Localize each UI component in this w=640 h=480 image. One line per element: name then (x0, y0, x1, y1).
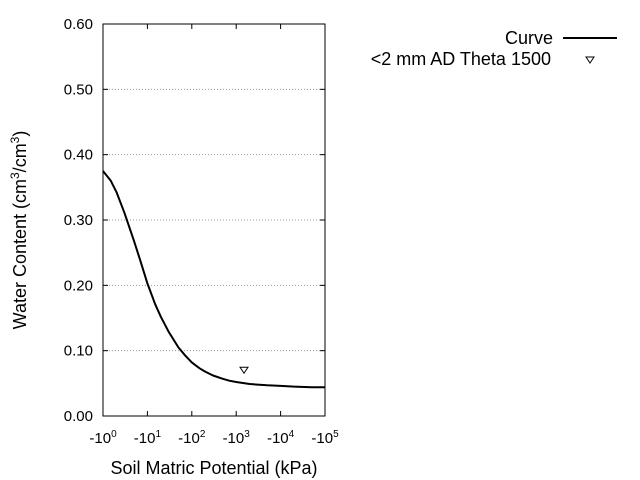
y-axis-label: Water Content (cm3/cm3) (8, 131, 30, 330)
x-tick-label-base: -10 (89, 430, 111, 447)
y-tick-label: 0.60 (64, 16, 93, 33)
x-tick-label-base: -10 (134, 430, 156, 447)
x-tick-label-base: -10 (311, 430, 333, 447)
x-tick-label: -103 (223, 429, 251, 447)
data-point-triangle (239, 366, 249, 375)
legend-label-curve: Curve (505, 28, 553, 48)
x-axis-label: Soil Matric Potential (kPa) (110, 458, 317, 478)
x-tick-label-exponent: 4 (289, 429, 295, 440)
legend-label-theta1500: <2 mm AD Theta 1500 (371, 49, 551, 69)
x-axis: -100 -101 -102 -103 -104 -105 (89, 24, 339, 447)
x-tick-label: -104 (267, 429, 295, 447)
x-tick-label: -101 (134, 429, 162, 447)
x-tick-label-exponent: 5 (333, 429, 339, 440)
series-layer (102, 170, 325, 389)
x-tick-label-base: -10 (178, 430, 200, 447)
x-tick-label-exponent: 2 (200, 429, 206, 440)
legend: Curve <2 mm AD Theta 1500 (371, 28, 617, 69)
y-tick-label: 0.30 (64, 212, 93, 229)
x-tick-label: -100 (89, 429, 117, 447)
x-tick-label-exponent: 1 (155, 429, 161, 440)
grid-lines (103, 88, 325, 352)
x-tick-label-exponent: 0 (111, 429, 117, 440)
x-tick-label-base: -10 (267, 430, 289, 447)
x-tick-label-base: -10 (223, 430, 245, 447)
y-tick-label: 0.50 (64, 81, 93, 98)
y-tick-label: 0.00 (64, 408, 93, 425)
x-tick-label-exponent: 3 (244, 429, 250, 440)
x-tick-label: -105 (311, 429, 339, 447)
y-tick-label: 0.10 (64, 343, 93, 360)
y-tick-label: 0.40 (64, 147, 93, 164)
y-axis: 0.00 0.10 0.20 0.30 0.40 0.50 0.60 (64, 16, 325, 425)
x-tick-label: -102 (178, 429, 206, 447)
y-tick-label: 0.20 (64, 277, 93, 294)
legend-marker-triangle-down-icon (585, 56, 595, 64)
series-line-curve (102, 170, 325, 389)
